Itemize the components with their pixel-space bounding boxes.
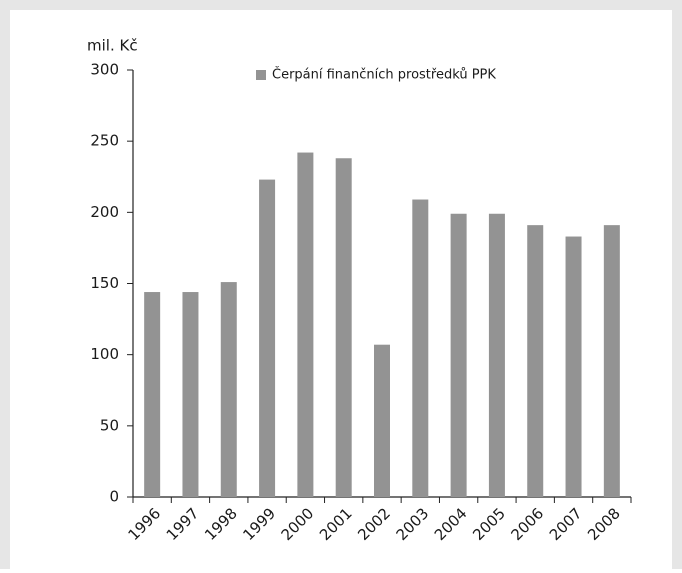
y-tick-label: 0 [109, 488, 119, 506]
y-tick-label: 150 [90, 274, 119, 292]
y-tick-label: 100 [90, 345, 119, 363]
bar [374, 344, 390, 497]
bar [565, 236, 582, 497]
y-axis-label: mil. Kč [87, 37, 138, 55]
bar [335, 158, 352, 497]
legend-label: Čerpání finančních prostředků PPK [272, 67, 496, 83]
bar [603, 225, 620, 498]
y-tick-label: 200 [90, 203, 119, 221]
bar [450, 213, 467, 498]
bar [412, 199, 429, 498]
bar [527, 225, 544, 498]
bar [144, 292, 161, 497]
legend-swatch [256, 70, 266, 80]
bar [297, 152, 314, 497]
y-tick-label: 50 [100, 416, 119, 434]
bar [182, 292, 199, 497]
bar [259, 179, 276, 497]
bar [220, 282, 237, 497]
y-tick-label: 250 [90, 132, 119, 150]
y-tick-label: 300 [90, 61, 119, 79]
bar [488, 213, 505, 498]
